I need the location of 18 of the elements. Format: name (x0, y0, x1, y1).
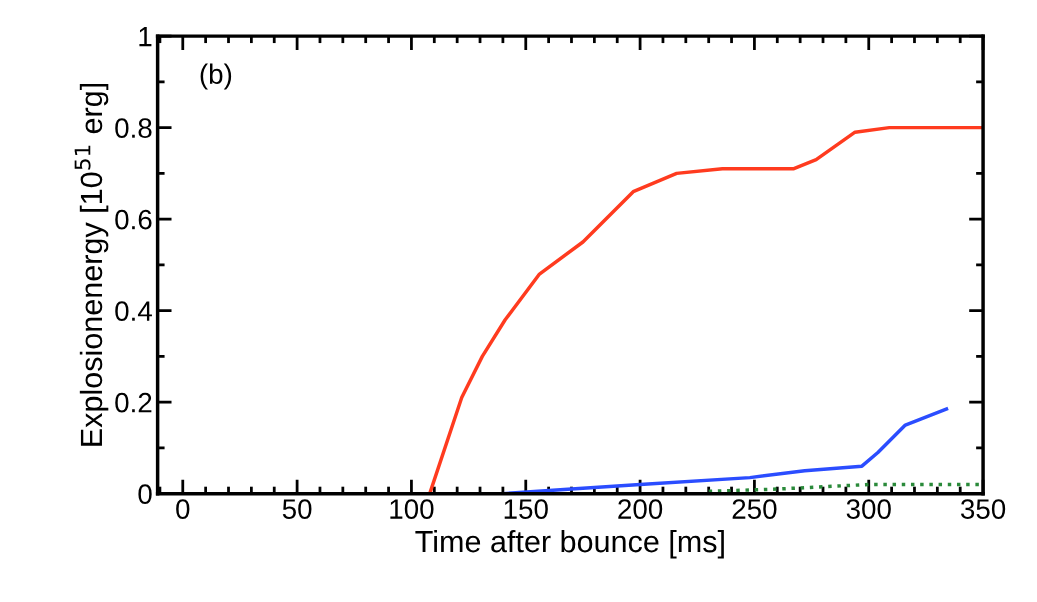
x-tick-label: 300 (846, 499, 891, 519)
x-tick-label: 250 (732, 499, 777, 519)
y-tick-label: 0.2 (115, 392, 152, 413)
y-tick-label: 0 (138, 484, 152, 504)
x-tick-label: 200 (618, 499, 663, 519)
y-tick-label: 0.8 (115, 118, 152, 138)
x-tick-label: 0 (176, 499, 190, 519)
x-tick-label: 50 (282, 499, 312, 519)
annotation: (b) (200, 63, 232, 90)
x-axis-title: Time after bounce [ms] (415, 529, 724, 559)
x-tick-label: 150 (504, 499, 548, 519)
y-tick-label: 1 (139, 27, 152, 47)
y-tick-label: 0.6 (115, 209, 152, 230)
x-tick-label: 100 (390, 499, 434, 519)
line-series (427, 125, 984, 494)
y-axis-title: Explosionenergy [10$^{51}$ erg] (74, 84, 109, 446)
y-tick-label: 0.4 (115, 301, 152, 321)
x-tick-label: 350 (960, 499, 1006, 519)
